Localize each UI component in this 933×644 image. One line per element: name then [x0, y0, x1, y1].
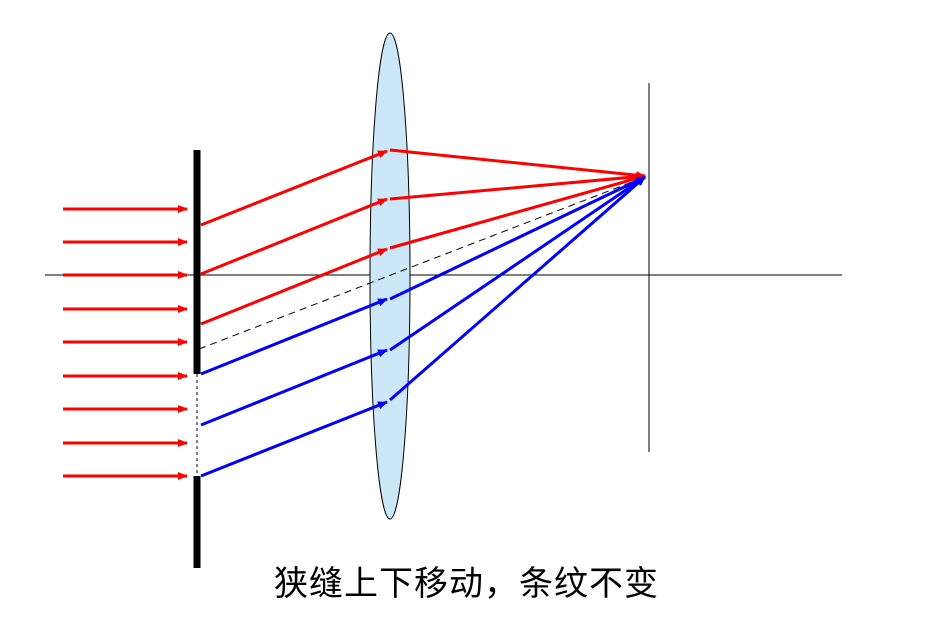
red-ray-to-focus [389, 172, 646, 201]
blue-ray-to-lens [200, 348, 388, 427]
diagram-caption: 狭缝上下移动，条纹不变 [274, 564, 659, 604]
convex-lens [369, 32, 411, 520]
blue-ray-to-focus [389, 175, 646, 402]
blue-ray-to-focus [389, 175, 646, 352]
chief-ray-dashed [198, 176, 646, 350]
upper-diffracted-beam [200, 148, 646, 326]
red-ray-to-focus [389, 148, 646, 180]
incident-rays [63, 205, 188, 480]
blue-ray-to-lens [200, 297, 388, 376]
blue-ray-to-lens [200, 400, 388, 478]
blue-ray-to-focus [389, 175, 646, 301]
red-ray-to-focus [389, 174, 646, 250]
red-ray-to-lens [200, 197, 388, 276]
red-ray-to-lens [200, 149, 388, 227]
lower-diffracted-beam [200, 175, 646, 478]
red-ray-to-lens [200, 247, 388, 326]
